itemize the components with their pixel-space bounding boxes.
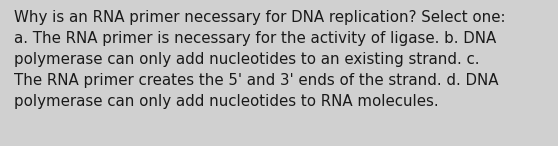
Text: Why is an RNA primer necessary for DNA replication? Select one:
a. The RNA prime: Why is an RNA primer necessary for DNA r… xyxy=(14,10,506,109)
